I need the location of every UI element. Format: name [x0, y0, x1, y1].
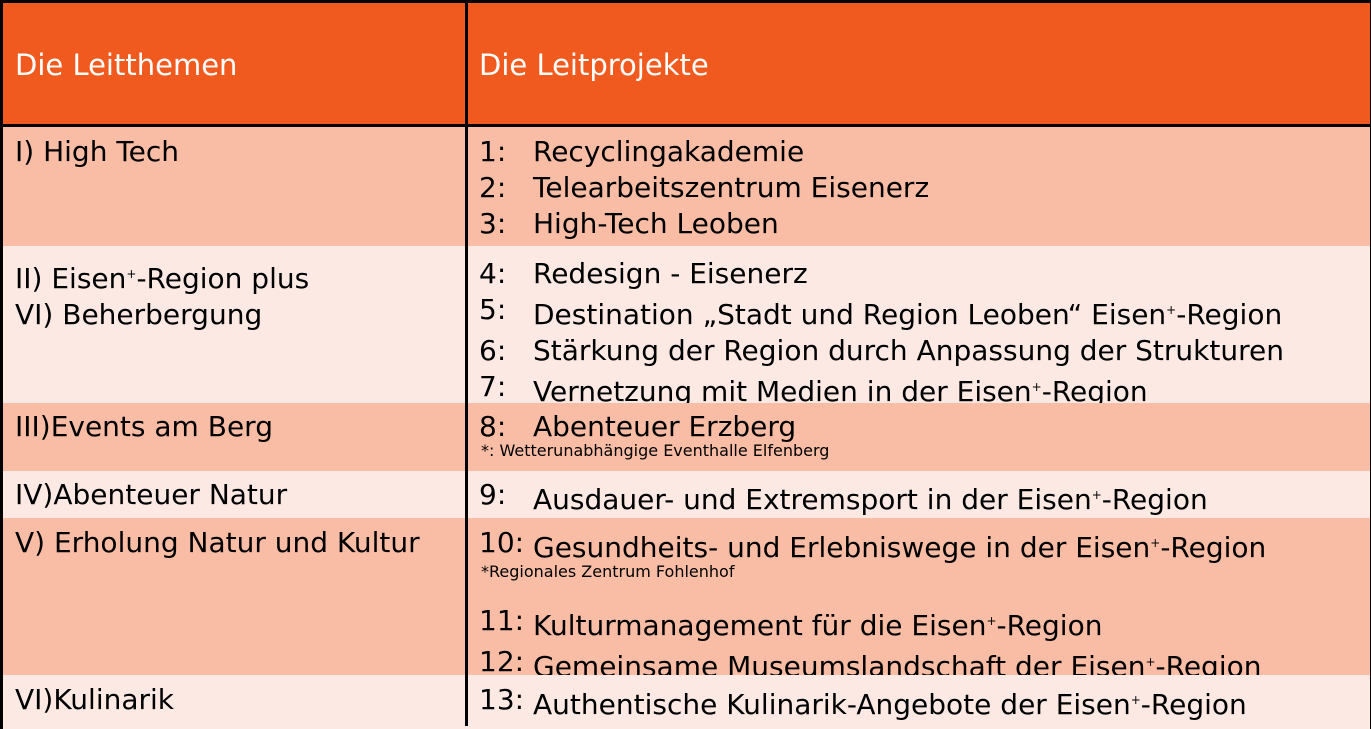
theme-cell: I) High Tech [15, 134, 179, 170]
project-item: 1: Recyclingakademie [479, 134, 929, 170]
project-title: Abenteuer Erzberg [533, 410, 797, 443]
project-title: Redesign - Eisenerz [533, 257, 808, 290]
project-cell: 13: Authentische Kulinarik-Angebote der E… [479, 682, 1247, 723]
table-header: Die Leitthemen Die Leitprojekte [3, 3, 1370, 127]
table-row: VI)Kulinarik 13: Authentische Kulinarik-A… [3, 675, 1370, 729]
table-row: IV)Abenteuer Natur 9: Ausdauer- und Extre… [3, 471, 1370, 518]
project-title: High-Tech Leoben [533, 207, 779, 240]
project-item: 7: Vernetzung mit Medien in der Eisen+-Re… [479, 369, 1284, 410]
theme-label: V) Erholung Natur und Kultur [15, 526, 420, 559]
theme-label: II) Eisen+-Region plus [15, 262, 310, 295]
project-footnote: *Regionales Zentrum Fohlenhof [481, 562, 735, 581]
project-item: 2: Telearbeitszentrum Eisenerz [479, 170, 929, 206]
project-title: Recyclingakademie [533, 135, 805, 168]
project-item: 6: Stärkung der Region durch Anpassung de… [479, 333, 1284, 369]
column-divider [465, 3, 468, 726]
theme-label: I) High Tech [15, 135, 180, 168]
header-leitprojekte: Die Leitprojekte [479, 48, 709, 82]
project-number: 11: [479, 604, 525, 637]
theme-label: VI) Beherbergung [15, 298, 263, 331]
theme-label: IV)Abenteuer Natur [15, 478, 288, 511]
project-cell: 10: Gesundheits- und Erlebniswege in der … [479, 525, 1266, 685]
project-cell: 9: Ausdauer- und Extremsport in der Eisen… [479, 477, 1208, 518]
project-item: 4: Redesign - Eisenerz [479, 256, 1284, 292]
project-title: Telearbeitszentrum Eisenerz [533, 171, 930, 204]
table-row: V) Erholung Natur und Kultur 10: Gesundhe… [3, 518, 1370, 683]
project-title: Stärkung der Region durch Anpassung der … [533, 334, 1284, 367]
project-number: 6: [479, 334, 507, 367]
project-item: 9: Ausdauer- und Extremsport in der Eisen… [479, 477, 1208, 518]
project-title: Destination „Stadt und Region Leoben“ Ei… [533, 298, 1283, 331]
project-number: 4: [479, 257, 507, 290]
project-number: 8: [479, 410, 507, 443]
project-number: 7: [479, 370, 507, 403]
theme-cell: V) Erholung Natur und Kultur [15, 525, 420, 561]
project-title: Gesundheits- und Erlebniswege in der Eis… [533, 531, 1267, 564]
project-number: 2: [479, 171, 507, 204]
project-number: 5: [479, 293, 507, 326]
project-title: Ausdauer- und Extremsport in der Eisen+-… [533, 483, 1208, 516]
project-title: Kulturmanagement für die Eisen+-Region [533, 609, 1103, 642]
project-number: 9: [479, 478, 507, 511]
project-number: 12: [479, 645, 525, 678]
project-number: 10: [479, 526, 525, 559]
project-item: 13: Authentische Kulinarik-Angebote der E… [479, 682, 1247, 723]
project-title: Authentische Kulinarik-Angebote der Eise… [533, 688, 1247, 721]
project-number: 13: [479, 683, 525, 716]
project-number: 1: [479, 135, 507, 168]
header-leitthemen: Die Leitthemen [15, 48, 238, 82]
project-item: 8: Abenteuer Erzberg [479, 409, 829, 445]
spacer [479, 581, 1266, 603]
project-number: 3: [479, 207, 507, 240]
table-row: I) High Tech 1: Recyclingakademie 2: Telea… [3, 127, 1370, 246]
theme-label: VI)Kulinarik [15, 683, 175, 716]
project-item: 11: Kulturmanagement für die Eisen+-Regio… [479, 603, 1266, 644]
project-item: 5: Destination „Stadt und Region Leoben“ … [479, 292, 1284, 333]
theme-cell: IV)Abenteuer Natur [15, 477, 287, 513]
project-cell: 8: Abenteuer Erzberg *: Wetterunabhängige… [479, 409, 829, 460]
project-item: 3: High-Tech Leoben [479, 206, 929, 242]
project-footnote: *: Wetterunabhängige Eventhalle Elfenber… [481, 441, 830, 460]
theme-label: III)Events am Berg [15, 410, 273, 443]
project-cell: 1: Recyclingakademie 2: Telearbeitszentrum… [479, 134, 929, 242]
project-item: 10: Gesundheits- und Erlebniswege in der … [479, 525, 1266, 566]
table-row: II) Eisen+-Region plus VI) Beherbergung … [3, 246, 1370, 408]
theme-cell: II) Eisen+-Region plus VI) Beherbergung [15, 256, 309, 333]
project-title: Vernetzung mit Medien in der Eisen+-Regi… [533, 375, 1148, 408]
table-row: III)Events am Berg 8: Abenteuer Erzberg *… [3, 403, 1370, 471]
project-cell: 4: Redesign - Eisenerz 5: Destination „Sta… [479, 256, 1284, 410]
theme-cell: VI)Kulinarik [15, 682, 174, 718]
theme-cell: III)Events am Berg [15, 409, 273, 445]
